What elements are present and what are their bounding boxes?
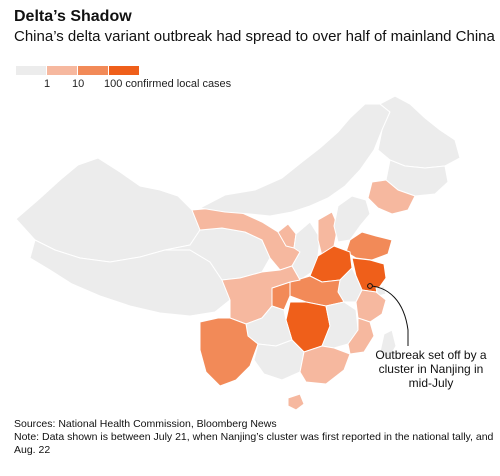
legend-swatch-high xyxy=(109,66,139,75)
data-note: Note: Data shown is between July 21, whe… xyxy=(14,431,494,456)
legend-swatch-mid xyxy=(78,66,108,75)
legend-label-100: 100 confirmed local cases xyxy=(104,78,232,90)
legend-label-1: 1 xyxy=(44,78,51,90)
province-liaoning xyxy=(367,179,416,215)
nanjing-marker xyxy=(367,283,373,289)
province-fujian xyxy=(347,317,375,355)
legend-label-10: 10 xyxy=(72,78,85,90)
china-province-map xyxy=(15,95,461,411)
chart-title: Delta’s Shadow xyxy=(14,8,132,25)
province-heilongjiang xyxy=(377,95,461,169)
province-hebei xyxy=(333,195,371,243)
province-guangdong xyxy=(299,345,351,385)
legend-swatch-low xyxy=(47,66,77,75)
province-taiwan xyxy=(379,329,397,361)
sources-note: Sources: National Health Commission, Blo… xyxy=(14,418,277,430)
legend-swatch-none xyxy=(16,66,46,75)
color-legend: 1 10 100 confirmed local cases xyxy=(16,66,316,92)
footer: Sources: National Health Commission, Blo… xyxy=(14,418,494,457)
nanjing-annotation: Outbreak set off by a cluster in Nanjing… xyxy=(375,348,487,390)
province-shaanxi xyxy=(291,221,321,281)
province-guangxi xyxy=(253,339,305,381)
chart-subtitle: China’s delta variant outbreak had sprea… xyxy=(14,28,495,45)
annotation-leader-line xyxy=(371,285,409,346)
province-yunnan xyxy=(199,317,259,387)
province-hainan xyxy=(287,393,305,411)
province-hubei xyxy=(289,275,345,307)
